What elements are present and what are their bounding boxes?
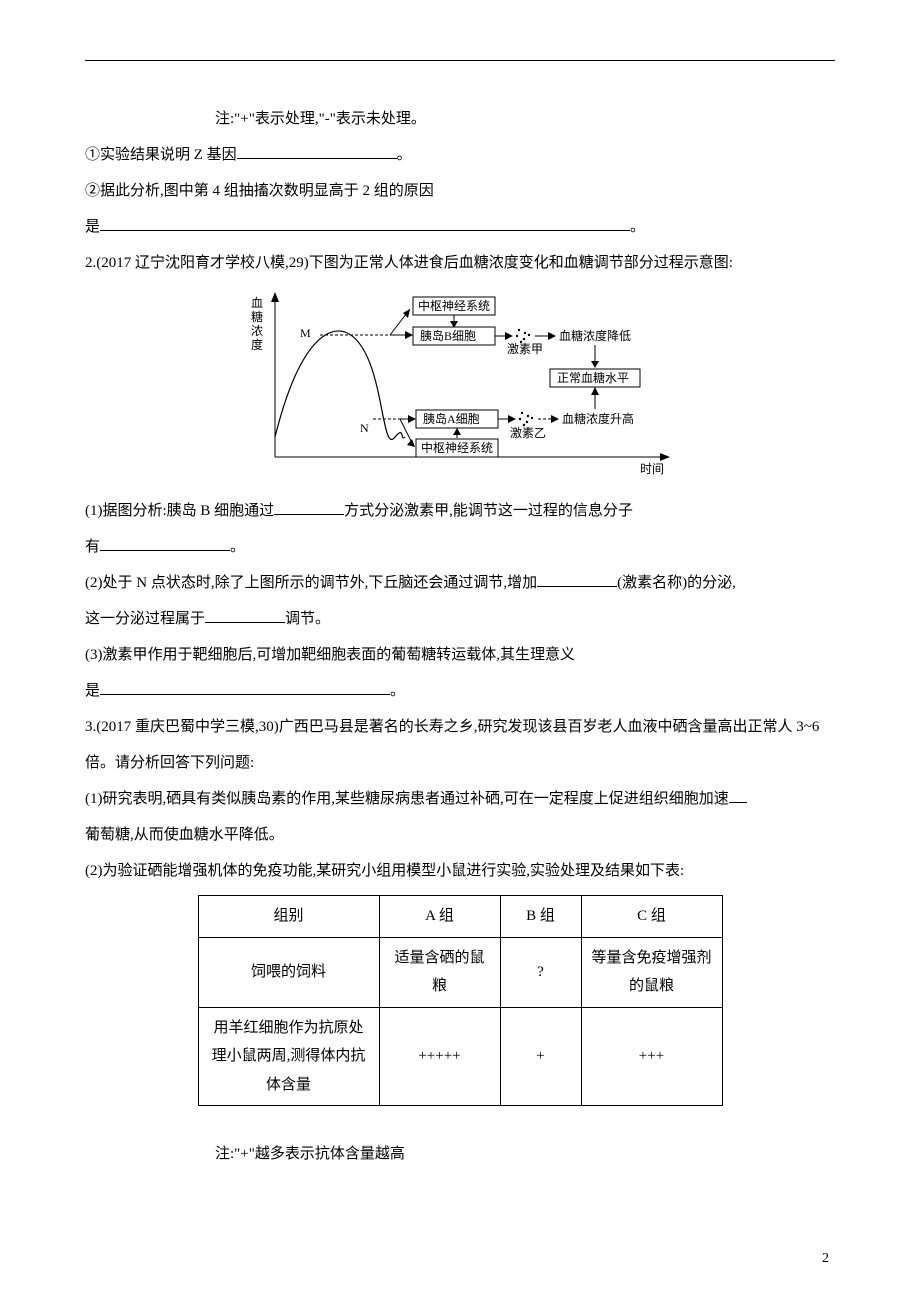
blank bbox=[205, 607, 285, 623]
q2-2c: (激素名称)的分泌, bbox=[617, 575, 736, 591]
q1-sub1: ①实验结果说明 Z 基因 。 bbox=[85, 137, 835, 173]
th-c: C 组 bbox=[581, 896, 722, 938]
q2-3-line1: (3)激素甲作用于靶细胞后,可增加靶细胞表面的葡萄糖转运载体,其生理意义 bbox=[85, 637, 835, 673]
blank bbox=[537, 571, 617, 587]
blank bbox=[729, 787, 747, 803]
y-axis-char4: 度 bbox=[251, 337, 263, 352]
row1-b: ? bbox=[500, 937, 581, 1007]
th-group: 组别 bbox=[198, 896, 379, 938]
q1-2a: ②据此分 bbox=[85, 183, 145, 199]
row1-c: 等量含免疫增强剂的鼠粮 bbox=[581, 937, 722, 1007]
label-N: N bbox=[360, 421, 369, 435]
label-hormone-y: 激素乙 bbox=[510, 426, 546, 440]
q3-1-line1: (1)研究表明,硒具有类似胰岛素的作用,某些糖尿病患者通过补硒,可在一定程度上促… bbox=[85, 781, 835, 817]
blank bbox=[100, 679, 390, 695]
table-q3: 组别 A 组 B 组 C 组 饲喂的饲料 适量含硒的鼠粮 ? 等量含免疫增强剂的… bbox=[198, 895, 723, 1106]
blank bbox=[274, 499, 344, 515]
blank bbox=[237, 143, 397, 159]
q1-sub2-line2: 是。 bbox=[85, 209, 835, 245]
box-cns-top: 中枢神经系统 bbox=[418, 298, 490, 313]
q2-2d: 这一分泌过程属于 bbox=[85, 611, 205, 627]
q3-1a: (1)研究表明,硒具有类似胰岛素的作用,某些糖尿病患者通过补硒,可在一定程度上促… bbox=[85, 791, 729, 807]
label-hormone-j: 激素甲 bbox=[507, 342, 543, 356]
table-row: 组别 A 组 B 组 C 组 bbox=[198, 896, 722, 938]
q2-3b: 是 bbox=[85, 683, 100, 699]
row1-a: 适量含硒的鼠粮 bbox=[379, 937, 500, 1007]
row2-a: +++++ bbox=[379, 1007, 500, 1106]
period: 。 bbox=[390, 683, 405, 699]
table-row: 饲喂的饲料 适量含硒的鼠粮 ? 等量含免疫增强剂的鼠粮 bbox=[198, 937, 722, 1007]
q1-1-text: ①实验结果说明 Z 基因 bbox=[85, 147, 237, 163]
x-axis-label: 时间 bbox=[640, 462, 664, 476]
q1-2b: 析,图中第 4 组抽搐次数明显高于 2 组的原因 bbox=[145, 183, 434, 199]
q2-2b: 2)处于 N 点状态时,除了上图所示的调节外,下丘脑还会通过调节,增加 bbox=[90, 575, 537, 591]
note-1: 注:"+"表示处理,"-"表示未处理。 bbox=[85, 101, 835, 137]
row2-c: +++ bbox=[581, 1007, 722, 1106]
blank bbox=[100, 215, 630, 231]
row1-h: 饲喂的饲料 bbox=[198, 937, 379, 1007]
separator-line bbox=[85, 60, 835, 61]
q2-1c: 有 bbox=[85, 539, 100, 555]
q2-1a: (1)据图分析:胰岛 B 细胞通过 bbox=[85, 503, 274, 519]
blood-sugar-diagram: 血 糖 浓 度 时间 M N 中枢神经系统 胰岛B细胞 bbox=[85, 287, 835, 487]
box-a-cell: 胰岛A细胞 bbox=[423, 411, 480, 426]
period: 。 bbox=[630, 219, 645, 235]
q2-1-line1: (1)据图分析:胰岛 B 细胞通过 方式分泌激素甲,能调节这一过程的信息分子 bbox=[85, 493, 835, 529]
period: 。 bbox=[397, 147, 412, 163]
row2-b: + bbox=[500, 1007, 581, 1106]
th-a: A 组 bbox=[379, 896, 500, 938]
label-M: M bbox=[300, 326, 311, 340]
q2-3-line2: 是。 bbox=[85, 673, 835, 709]
period: 。 bbox=[230, 539, 245, 555]
label-normal: 正常血糖水平 bbox=[557, 370, 629, 385]
q2-2e: 调节。 bbox=[285, 611, 330, 627]
page-number: 2 bbox=[85, 1242, 835, 1276]
row2-h: 用羊红细胞作为抗原处理小鼠两周,测得体内抗体含量 bbox=[198, 1007, 379, 1106]
q2-1b: 方式分泌激素甲,能调节这一过程的信息分子 bbox=[344, 503, 633, 519]
blank bbox=[100, 535, 230, 551]
q2-stem: 2.(2017 辽宁沈阳育才学校八模,29)下图为正常人体进食后血糖浓度变化和血… bbox=[85, 245, 835, 281]
q2-1-line2: 有。 bbox=[85, 529, 835, 565]
q2-2-line1: (2)处于 N 点状态时,除了上图所示的调节外,下丘脑还会通过调节,增加(激素名… bbox=[85, 565, 835, 601]
q3-stem: 3.(2017 重庆巴蜀中学三模,30)广西巴马县是著名的长寿之乡,研究发现该县… bbox=[85, 709, 835, 781]
label-inc: 血糖浓度升高 bbox=[562, 411, 634, 426]
y-axis-char1: 血 bbox=[251, 296, 263, 310]
table-row: 用羊红细胞作为抗原处理小鼠两周,测得体内抗体含量 +++++ + +++ bbox=[198, 1007, 722, 1106]
label-dec: 血糖浓度降低 bbox=[559, 328, 631, 343]
y-axis-char3: 浓 bbox=[251, 324, 263, 338]
box-b-cell: 胰岛B细胞 bbox=[420, 328, 476, 343]
note-3: 注:"+"越多表示抗体含量越高 bbox=[85, 1136, 835, 1172]
q2-2-line2: 这一分泌过程属于 调节。 bbox=[85, 601, 835, 637]
q3-1-line2: 葡萄糖,从而使血糖水平降低。 bbox=[85, 817, 835, 853]
q3-2: (2)为验证硒能增强机体的免疫功能,某研究小组用模型小鼠进行实验,实验处理及结果… bbox=[85, 853, 835, 889]
th-b: B 组 bbox=[500, 896, 581, 938]
y-axis-char2: 糖 bbox=[251, 309, 263, 324]
q1-2c: 是 bbox=[85, 219, 100, 235]
q1-sub2-line1: ②据此分析,图中第 4 组抽搐次数明显高于 2 组的原因 bbox=[85, 173, 835, 209]
box-cns-bot: 中枢神经系统 bbox=[421, 440, 493, 455]
